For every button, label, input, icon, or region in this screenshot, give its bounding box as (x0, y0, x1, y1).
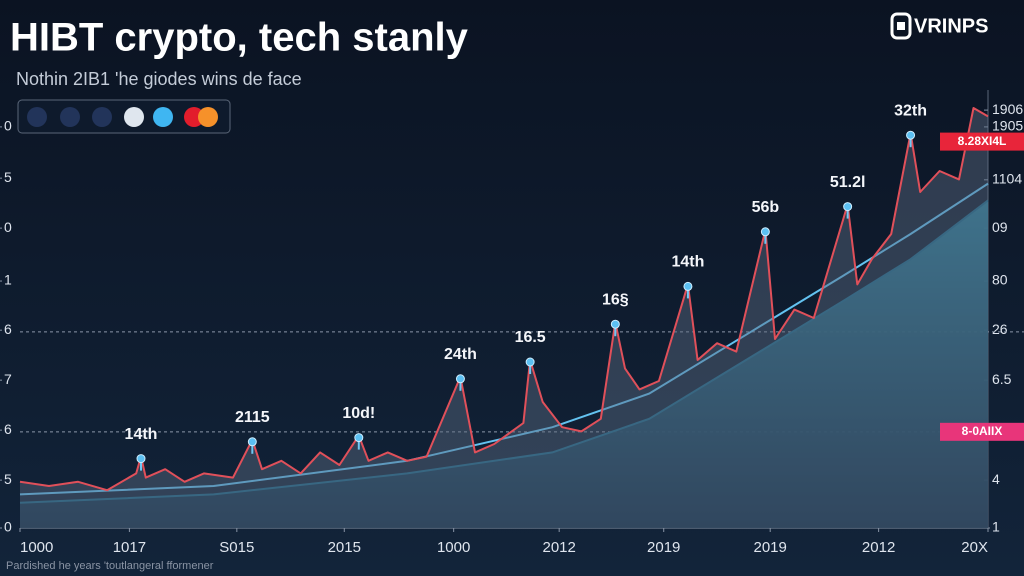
peak-label: 16§ (602, 291, 629, 308)
badge (940, 132, 1024, 151)
badge (940, 422, 1024, 441)
legend-dot (60, 107, 80, 127)
peak-marker (906, 130, 916, 140)
series-line (19, 182, 989, 496)
x-tick-label: 2019 (754, 539, 787, 556)
x-tick-label: 20X (961, 539, 988, 556)
legend-dot (27, 107, 47, 127)
series-area (20, 200, 988, 528)
footnote: Pardished he years 'toutlangeral fformen… (6, 560, 214, 572)
peak-label: 56b (752, 199, 780, 216)
y2-tick-label: 4 (992, 471, 1000, 487)
brand-name: VRINPS (914, 15, 988, 37)
y-tick-label: 6 (4, 421, 12, 437)
y-tick-label: 0 (4, 118, 12, 134)
peak-label: 2115 (235, 409, 270, 426)
chart-subtitle: Nothin 2IB1 'he giodes wins de face (16, 69, 302, 89)
peak-marker (525, 357, 535, 367)
peak-label: 10d! (342, 405, 375, 422)
y2-tick-label: 1905 (992, 118, 1023, 134)
x-tick-label: 1000 (20, 539, 53, 556)
y-tick-label: 5 (4, 169, 12, 185)
y2-tick-label: 1906 (992, 101, 1023, 117)
legend-dot (92, 107, 112, 127)
peak-label: 16.5 (515, 329, 546, 346)
y2-tick-label: 09 (992, 219, 1008, 235)
peak-marker (455, 374, 465, 384)
brand-icon (890, 12, 912, 40)
peak-marker (760, 227, 770, 237)
peak-label: 14th (671, 254, 704, 271)
peak-marker (610, 319, 620, 329)
y-tick-label: 6 (4, 321, 12, 337)
brand-logo: VRINPS (890, 12, 988, 40)
badge-label: 8.28XI4L (958, 134, 1007, 148)
series-area-edge (19, 199, 989, 504)
y-tick-label: 0 (4, 519, 12, 535)
chart-title: HIBT crypto, tech stanly (10, 16, 469, 60)
legend-dot (124, 107, 144, 127)
y2-tick-label: 26 (992, 321, 1008, 337)
peak-marker (136, 454, 146, 464)
peak-label: 51.2l (830, 174, 866, 191)
legend-dot (198, 107, 218, 127)
x-tick-label: S015 (219, 539, 254, 556)
peak-marker (354, 433, 364, 443)
y2-tick-label: 6.5 (992, 371, 1012, 387)
y-tick-label: 5 (4, 471, 12, 487)
legend-dot (184, 107, 204, 127)
y2-tick-label: 1104 (992, 171, 1022, 187)
peak-label: 32th (894, 102, 927, 119)
peak-marker (683, 281, 693, 291)
y2-tick-label: 1 (992, 519, 1000, 535)
legend-dot (153, 107, 173, 127)
x-tick-label: 1000 (437, 539, 470, 556)
x-tick-label: 2015 (328, 539, 361, 556)
peak-marker (843, 202, 853, 212)
legend (17, 99, 231, 134)
y-tick-label: 7 (4, 371, 12, 387)
x-tick-label: 2012 (862, 539, 895, 556)
x-tick-label: 2012 (542, 539, 575, 556)
y2-tick-label: 80 (992, 272, 1008, 288)
y-tick-label: 0 (4, 219, 12, 235)
y-tick-label: 1 (4, 272, 12, 288)
peak-label: 24th (444, 346, 477, 363)
x-tick-label: 2019 (647, 539, 680, 556)
badge-label: 8-0AIIX (962, 424, 1003, 438)
series-shade (20, 108, 988, 528)
brand-icon-core (897, 22, 905, 30)
x-tick-label: 1017 (113, 539, 146, 556)
peak-label: 14th (125, 426, 158, 443)
peak-marker (247, 437, 257, 447)
